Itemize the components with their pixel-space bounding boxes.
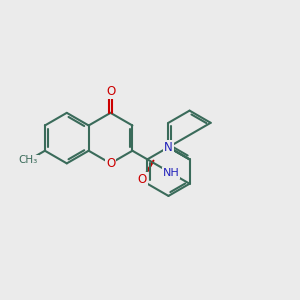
Text: O: O: [106, 157, 115, 170]
Text: O: O: [106, 85, 115, 98]
Text: NH: NH: [163, 168, 179, 178]
Text: O: O: [138, 173, 147, 186]
Text: N: N: [164, 141, 173, 154]
Text: CH₃: CH₃: [19, 155, 38, 165]
